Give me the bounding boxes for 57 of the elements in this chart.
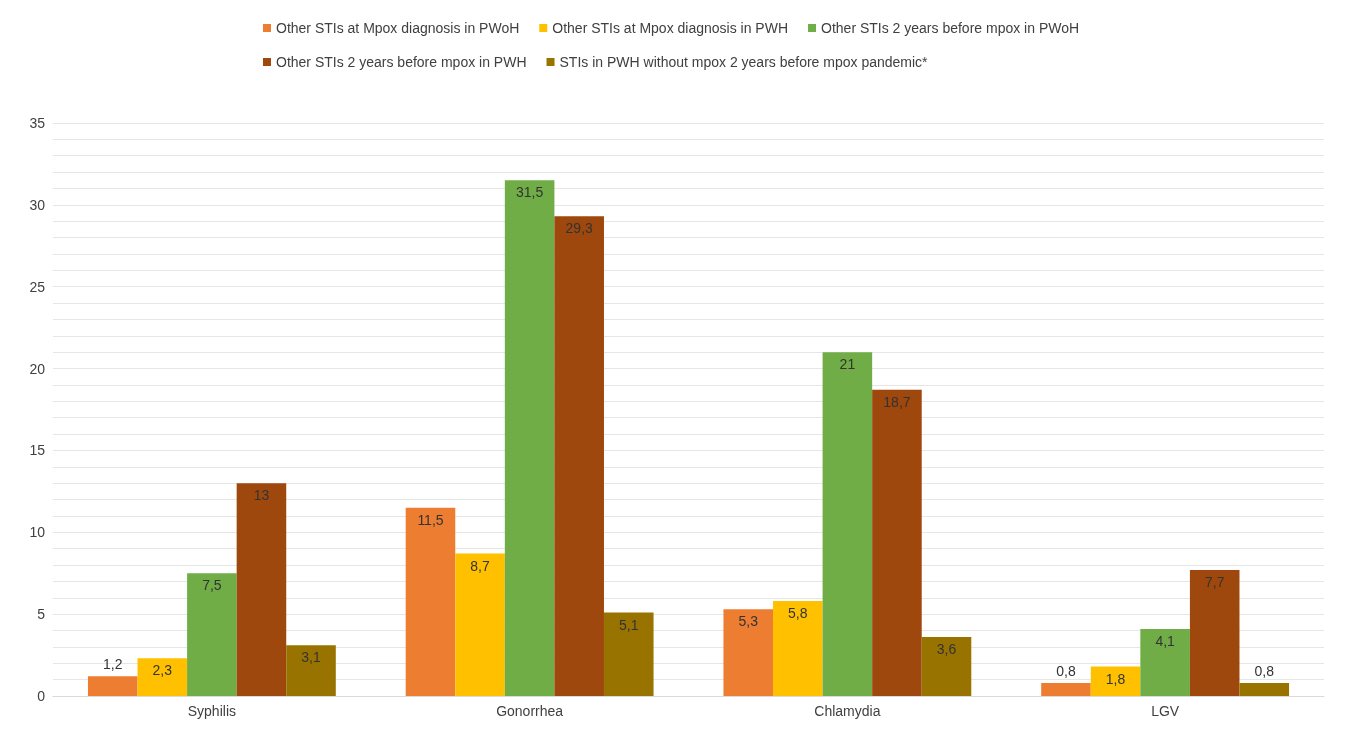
bar — [87, 676, 138, 696]
y-tick-label: 5 — [37, 606, 46, 623]
data-label: 7,7 — [1204, 573, 1225, 590]
bar — [137, 658, 188, 696]
data-label: 5,8 — [788, 605, 808, 622]
data-label: 5,1 — [619, 616, 639, 633]
y-tick-label: 10 — [29, 524, 46, 541]
y-tick-label: 20 — [29, 360, 46, 377]
data-label: 8,7 — [470, 557, 490, 574]
bar — [1090, 666, 1141, 696]
bar — [187, 573, 237, 696]
data-label: 5,3 — [738, 613, 759, 630]
legend-label: Other STIs 2 years before mpox in PWH — [276, 54, 527, 70]
bar — [773, 601, 823, 696]
y-tick-label: 25 — [29, 278, 46, 295]
data-label: 4,1 — [1155, 632, 1176, 649]
data-label: 7,5 — [202, 577, 222, 594]
legend-label: STIs in PWH without mpox 2 years before mpox pandemic* — [559, 54, 929, 70]
data-label: 1,2 — [103, 656, 123, 673]
bar — [723, 609, 774, 696]
bar — [1041, 682, 1091, 696]
data-label: 2,3 — [152, 662, 173, 679]
legend-label: Other STIs at Mpox diagnosis in PWH — [552, 20, 789, 36]
data-label: 1,8 — [1105, 670, 1126, 687]
data-label: 18,7 — [883, 393, 911, 410]
bar — [554, 216, 604, 696]
bar — [286, 645, 336, 696]
data-label: 31,5 — [516, 184, 544, 201]
bar — [1189, 569, 1240, 696]
bar — [872, 389, 922, 696]
bar — [603, 612, 654, 696]
y-tick-label: 35 — [29, 115, 46, 131]
bar — [405, 507, 456, 696]
data-label: 29,3 — [565, 220, 594, 237]
bar — [921, 637, 972, 696]
data-label: 11,5 — [417, 511, 444, 528]
x-tick-label: Chlamydia — [814, 703, 881, 719]
data-label: 13 — [253, 487, 270, 504]
y-tick-label: 15 — [29, 442, 46, 459]
data-label: 21 — [839, 356, 856, 373]
x-tick-label: Syphilis — [187, 703, 236, 719]
bar — [1140, 628, 1190, 696]
bar — [455, 553, 505, 696]
legend-label: Other STIs 2 years before mpox in PWoH — [821, 20, 1080, 36]
y-tick-label: 30 — [29, 196, 46, 213]
y-tick-label: 0 — [37, 688, 46, 704]
legend-label: Other STIs at Mpox diagnosis in PWoH — [276, 20, 520, 36]
bar — [236, 483, 287, 696]
x-tick-label: LGV — [1151, 703, 1180, 719]
x-tick-label: Gonorrhea — [496, 703, 564, 719]
bar — [1239, 682, 1290, 696]
data-label: 3,6 — [936, 641, 957, 658]
bar — [822, 352, 873, 696]
data-label: 0,8 — [1056, 662, 1076, 679]
data-label: 0,8 — [1254, 662, 1275, 679]
data-label: 3,1 — [301, 649, 321, 666]
bar — [504, 180, 555, 696]
